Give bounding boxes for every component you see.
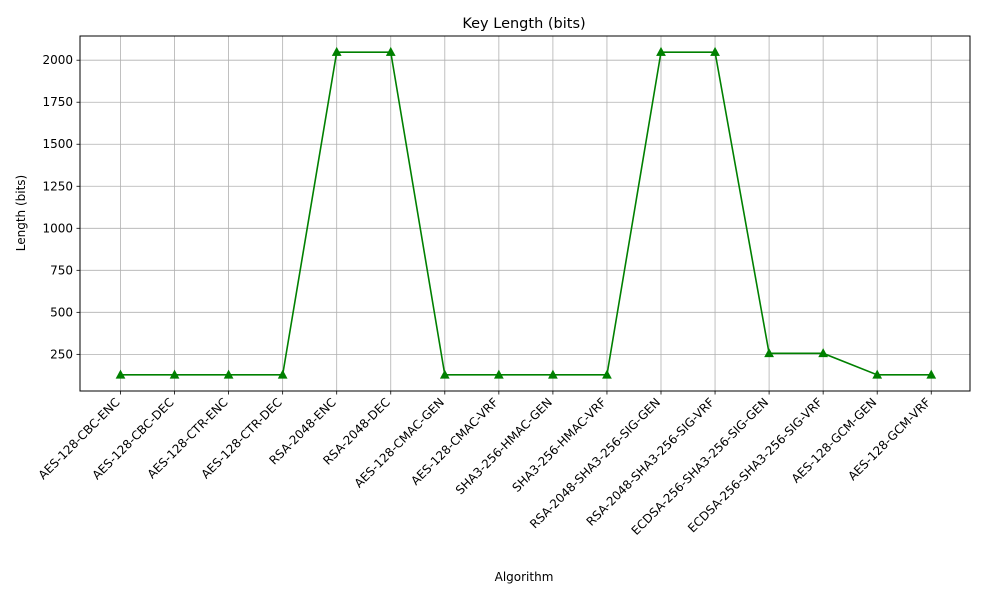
data-point-marker: [331, 46, 342, 56]
data-point-marker: [548, 369, 558, 379]
y-axis-ticks: 250 500 750 1000 1250 1500 1750 2000: [42, 53, 80, 361]
y-tick-label: 1000: [42, 221, 73, 235]
y-tick-label: 2000: [42, 53, 73, 67]
x-axis-title: Algorithm: [495, 570, 554, 584]
y-tick-label: 750: [50, 263, 73, 277]
grid-lines: [80, 36, 970, 391]
y-tick-label: 250: [50, 347, 73, 361]
data-point-marker: [115, 369, 126, 379]
series-layer: [115, 46, 937, 379]
data-point-marker: [439, 369, 450, 379]
data-point-marker: [710, 46, 720, 56]
y-tick-label: 1750: [42, 95, 73, 109]
chart-title: Key Length (bits): [462, 16, 585, 32]
y-tick-label: 500: [50, 305, 73, 319]
data-point-marker: [223, 369, 234, 379]
series-line: [120, 51, 932, 376]
data-point-marker: [818, 348, 829, 358]
data-point-marker: [385, 46, 396, 56]
data-point-marker: [277, 369, 288, 379]
data-point-marker: [602, 369, 612, 379]
data-point-marker: [169, 369, 180, 379]
data-point-marker: [493, 369, 504, 379]
y-tick-label: 1500: [42, 137, 73, 151]
data-point-marker: [872, 369, 883, 379]
data-point-marker: [764, 348, 774, 358]
y-tick-label: 1250: [42, 179, 73, 193]
y-axis-title: Length (bits): [14, 175, 28, 251]
data-point-marker: [656, 46, 666, 56]
data-point-marker: [926, 369, 937, 379]
plot-frame: [79, 35, 971, 392]
